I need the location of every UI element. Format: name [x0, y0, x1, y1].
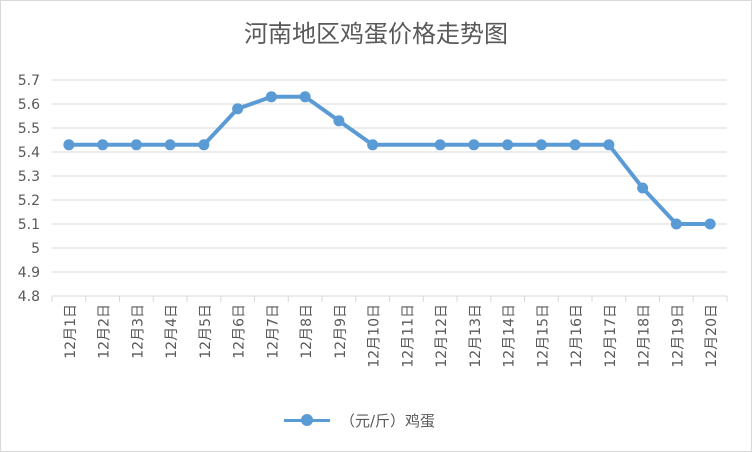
data-point	[670, 218, 682, 230]
data-point	[130, 139, 142, 151]
x-tick-label: 12月7日	[265, 304, 281, 359]
x-tick-label: 12月16日	[569, 304, 585, 368]
y-tick-label: 5.7	[18, 73, 40, 89]
x-tick-label: 12月18日	[637, 304, 653, 368]
data-point	[535, 139, 547, 151]
chart-title: 河南地区鸡蛋价格走势图	[244, 20, 508, 48]
x-tick-label: 12月15日	[535, 304, 551, 368]
legend-label: （元/斤）鸡蛋	[340, 411, 436, 430]
data-point	[63, 139, 75, 151]
x-tick-label: 12月12日	[434, 304, 450, 368]
y-tick-label: 5.6	[18, 97, 40, 113]
data-point	[468, 139, 480, 151]
data-point	[265, 91, 277, 103]
data-point	[603, 139, 615, 151]
data-point	[164, 139, 176, 151]
y-tick-label: 5.1	[18, 217, 40, 233]
x-tick-label: 12月9日	[333, 304, 349, 359]
data-point	[434, 139, 446, 151]
x-tick-label: 12月13日	[468, 304, 484, 368]
y-tick-label: 5.4	[18, 145, 40, 161]
x-tick-label: 12月10日	[367, 304, 383, 368]
x-tick-label: 12月14日	[502, 304, 518, 368]
series-line	[66, 94, 713, 226]
y-tick-label: 4.9	[18, 265, 40, 281]
data-point	[299, 91, 311, 103]
legend-line-marker-icon	[284, 412, 330, 428]
data-point	[637, 182, 649, 194]
x-tick-label: 12月8日	[299, 304, 315, 359]
data-point	[97, 139, 109, 151]
x-tick-label: 12月19日	[670, 304, 686, 368]
data-point	[367, 139, 379, 151]
x-tick-label: 12月5日	[198, 304, 214, 359]
data-point	[232, 103, 244, 115]
data-point	[198, 139, 210, 151]
x-tick-label: 12月1日	[63, 304, 79, 359]
y-tick-label: 5.5	[18, 121, 40, 137]
data-point	[333, 115, 345, 127]
x-tick-label: 12月11日	[400, 304, 416, 368]
x-tick-label: 12月20日	[704, 304, 720, 368]
chart-legend: （元/斤）鸡蛋	[284, 406, 435, 434]
data-point	[502, 139, 514, 151]
y-tick-label: 5.2	[18, 193, 40, 209]
y-tick-label: 4.8	[18, 289, 40, 305]
y-tick-label: 5.3	[18, 169, 40, 185]
x-tick-label: 12月4日	[164, 304, 180, 359]
data-point	[569, 139, 581, 151]
x-tick-label: 12月6日	[232, 304, 248, 359]
y-tick-label: 5	[31, 241, 40, 257]
data-point	[704, 218, 716, 230]
x-tick-label: 12月17日	[603, 304, 619, 368]
x-tick-label: 12月2日	[97, 304, 113, 359]
x-tick-label: 12月3日	[130, 304, 146, 359]
